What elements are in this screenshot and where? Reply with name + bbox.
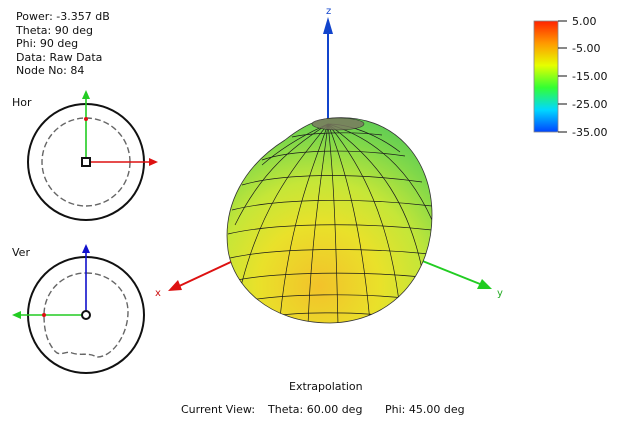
ver-green-arrow-icon — [12, 311, 21, 319]
current-view-phi: Phi: 45.00 deg — [385, 403, 465, 416]
theta-readout: Theta: 90 deg — [16, 23, 93, 37]
scale-label-2: -15.00 — [572, 70, 608, 83]
scale-label-1: -5.00 — [572, 42, 601, 55]
ver-blue-arrow-icon — [82, 244, 90, 253]
x-axis-label: x — [155, 288, 161, 299]
hor-green-arrow-icon — [82, 90, 90, 99]
current-view-theta: Theta: 60.00 deg — [268, 403, 363, 416]
power-readout: Power: -3.357 dB — [16, 10, 110, 23]
scale-label-4: -35.00 — [572, 126, 608, 139]
data-readout: Data: Raw Data — [16, 50, 103, 64]
color-scale-legend — [533, 20, 567, 133]
phi-readout: Phi: 90 deg — [16, 37, 79, 51]
ver-polar-plot — [12, 244, 145, 374]
y-axis — [414, 257, 486, 287]
z-arrow-icon — [323, 17, 333, 34]
hor-panel-label: Hor — [12, 96, 32, 109]
x-arrow-icon — [168, 280, 182, 291]
ver-panel-label: Ver — [12, 246, 30, 259]
node-readout: Node No: 84 — [16, 64, 85, 78]
y-arrow-icon — [477, 279, 492, 289]
info-readout: Power: -3.357 dB Theta: 90 deg Phi: 90 d… — [16, 10, 110, 78]
hor-origin-marker — [81, 157, 91, 167]
extrapolation-title: Extrapolation — [289, 380, 363, 393]
ver-origin-marker — [81, 310, 91, 320]
scale-label-3: -25.00 — [572, 98, 608, 111]
scale-label-0: 5.00 — [572, 15, 597, 28]
z-axis-label: z — [326, 6, 331, 17]
current-view-label: Current View: — [181, 403, 256, 416]
hor-polar-plot — [27, 90, 158, 221]
hor-red-arrow-icon — [149, 158, 158, 166]
y-axis-label: y — [497, 288, 503, 299]
radiation-pattern-surface — [226, 117, 433, 324]
